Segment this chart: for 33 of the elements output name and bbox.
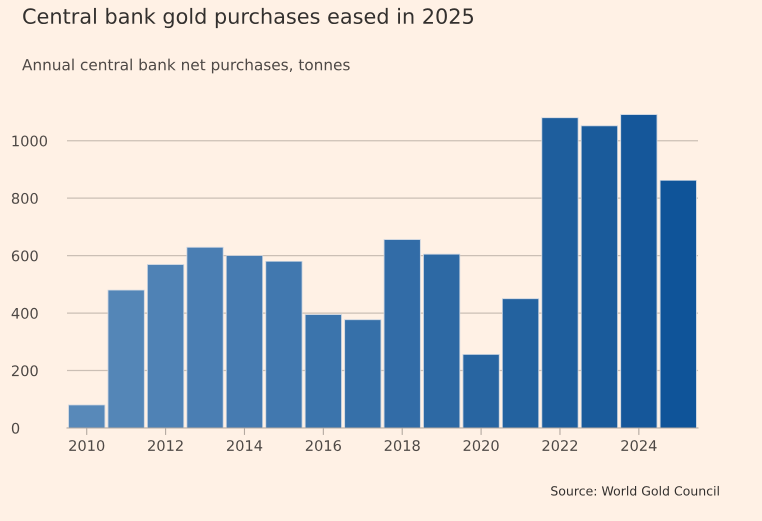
bar — [226, 255, 264, 428]
bar — [384, 239, 421, 428]
y-tick-label: 1000 — [12, 135, 48, 146]
bar — [660, 180, 697, 428]
y-tick-label: 800 — [12, 192, 38, 204]
bar — [344, 319, 382, 428]
bar — [108, 290, 145, 428]
bar — [68, 404, 106, 428]
x-tick-label: 2014 — [226, 440, 262, 452]
bar — [580, 125, 618, 428]
x-tick-label: 2016 — [306, 440, 341, 452]
bar — [541, 117, 579, 428]
x-tick-label: 2010 — [69, 440, 104, 452]
bar — [186, 246, 224, 428]
bar — [265, 260, 302, 428]
bar — [462, 354, 500, 428]
x-tick-label: 2022 — [542, 440, 578, 452]
x-tick-label: 2018 — [384, 440, 420, 452]
bar — [147, 264, 184, 428]
chart-title: Central bank gold purchases eased in 2025 — [23, 8, 473, 28]
source-note: Source: World Gold Council — [551, 486, 719, 496]
y-tick-label: 400 — [12, 308, 38, 319]
chart-subtitle: Annual central bank net purchases, tonnes — [22, 58, 350, 74]
bar — [423, 254, 460, 428]
y-tick-label: 600 — [12, 250, 38, 262]
x-tick-label: 2024 — [621, 440, 657, 452]
bar — [620, 114, 658, 428]
y-tick-label: 0 — [12, 422, 20, 434]
x-tick-label: 2020 — [464, 440, 499, 452]
bar — [304, 314, 342, 428]
bar — [502, 298, 540, 428]
y-tick-label: 200 — [12, 365, 38, 376]
x-tick-label: 2012 — [148, 440, 183, 452]
